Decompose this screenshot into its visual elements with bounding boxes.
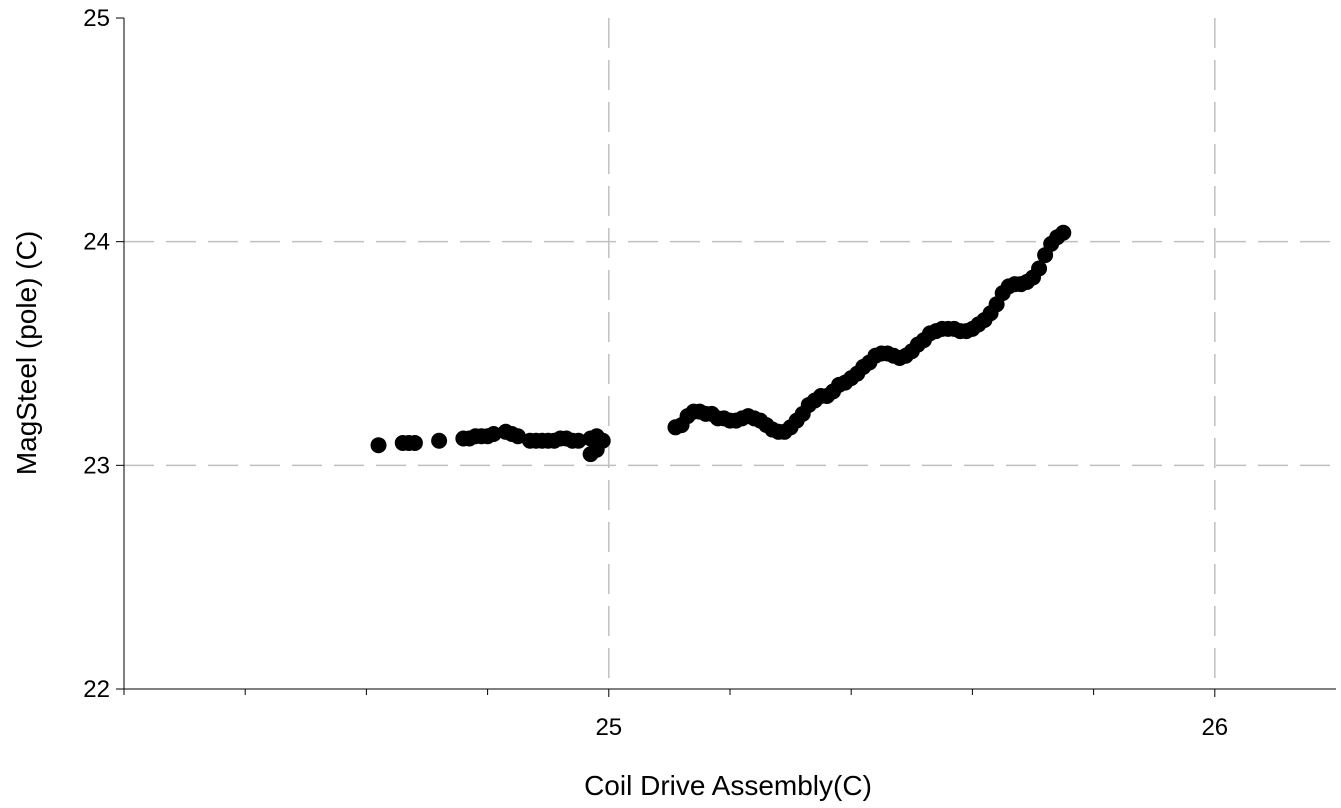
data-point [509, 428, 526, 445]
y-tick-label: 24 [83, 229, 110, 256]
data-point [570, 432, 587, 449]
y-axis-label: MagSteel (pole) (C) [11, 231, 42, 475]
data-point [485, 426, 502, 443]
y-tick-label: 22 [83, 676, 110, 703]
data-point [1031, 260, 1048, 277]
grid-lines [124, 18, 1336, 689]
data-point [431, 432, 448, 449]
y-tick-label: 25 [83, 5, 110, 32]
data-point [1055, 224, 1072, 241]
data-points [370, 224, 1072, 463]
tick-labels: 22 23 24 25 25 26 [83, 5, 1228, 741]
x-axis-label: Coil Drive Assembly(C) [584, 770, 872, 801]
y-tick-label: 23 [83, 452, 110, 479]
x-tick-label: 26 [1201, 714, 1228, 741]
data-point [406, 434, 423, 451]
data-point [594, 432, 611, 449]
axes [123, 18, 1336, 690]
data-point [370, 437, 387, 454]
x-tick-label: 25 [595, 714, 622, 741]
tick-marks [116, 17, 1216, 697]
